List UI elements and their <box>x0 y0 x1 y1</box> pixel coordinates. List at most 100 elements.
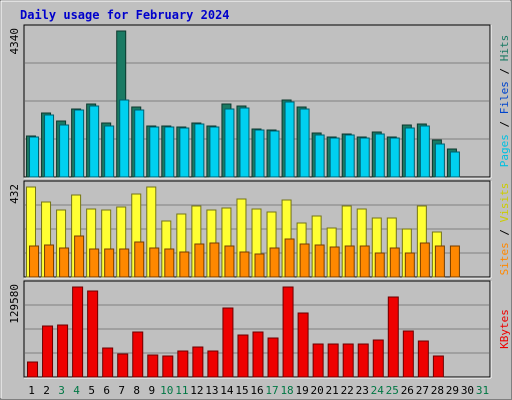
bar-sites-day-22 <box>344 245 355 278</box>
bar-sites-day-2 <box>44 244 55 278</box>
bar-sites-day-8 <box>134 241 145 278</box>
x-tick-label-day-9: 9 <box>148 384 155 397</box>
bar-files-day-14 <box>224 108 235 178</box>
bar-sites-day-17 <box>269 247 280 278</box>
x-tick-label-day-8: 8 <box>133 384 140 397</box>
legend-hits: Hits <box>498 35 511 62</box>
bar-kbytes-day-9 <box>147 354 159 378</box>
bar-files-day-23 <box>359 137 370 178</box>
bar-kbytes-day-8 <box>132 331 144 378</box>
bar-files-day-7 <box>119 99 130 178</box>
panel-top <box>23 24 492 179</box>
side-labels: Pages / Files / Hits Sites / Visits KBytes <box>498 35 511 349</box>
x-tick-label-day-13: 13 <box>205 384 218 397</box>
bar-sites-day-27 <box>419 242 430 278</box>
bar-kbytes-day-6 <box>102 347 114 378</box>
x-tick-label-day-24: 24 <box>371 384 385 397</box>
bar-kbytes-day-4 <box>72 286 84 378</box>
bar-kbytes-day-15 <box>237 334 249 378</box>
bar-sites-day-14 <box>224 245 235 278</box>
x-tick-label-day-16: 16 <box>250 384 263 397</box>
bar-files-day-1 <box>29 136 40 178</box>
bar-sites-day-11 <box>179 251 190 278</box>
bar-kbytes-day-27 <box>417 340 429 378</box>
bar-sites-day-5 <box>89 248 100 278</box>
panel-bottom <box>23 280 492 379</box>
bar-kbytes-day-12 <box>192 346 204 378</box>
chart-title: Daily usage for February 2024 <box>20 8 230 22</box>
bar-files-day-16 <box>254 129 265 178</box>
legend-sites: Sites <box>498 242 511 275</box>
bar-kbytes-day-1 <box>27 361 39 378</box>
bar-files-day-21 <box>329 137 340 178</box>
bar-kbytes-day-11 <box>177 350 189 378</box>
x-tick-label-day-17: 17 <box>265 384 278 397</box>
bar-files-day-17 <box>269 130 280 178</box>
bar-files-day-26 <box>404 127 415 178</box>
x-tick-label-day-4: 4 <box>73 384 80 397</box>
x-tick-label-day-29: 29 <box>446 384 459 397</box>
x-tick-label-day-25: 25 <box>386 384 399 397</box>
x-tick-label-day-18: 18 <box>280 384 293 397</box>
bar-sites-day-23 <box>359 245 370 278</box>
bar-sites-day-25 <box>389 247 400 278</box>
bar-files-day-29 <box>449 151 460 178</box>
panels <box>23 24 492 379</box>
bar-kbytes-day-24 <box>372 339 384 378</box>
bar-sites-day-4 <box>74 235 85 278</box>
y-max-label-middle: 432 <box>8 184 21 204</box>
y-max-label-top: 4340 <box>8 28 21 55</box>
bar-files-day-27 <box>419 125 430 178</box>
bar-files-day-8 <box>134 109 145 178</box>
bar-sites-day-1 <box>29 245 40 278</box>
x-tick-label-day-12: 12 <box>190 384 203 397</box>
y-axis-labels: 4340 432 129580 <box>8 28 21 324</box>
bar-kbytes-day-25 <box>387 296 399 378</box>
side-label-middle: Sites / Visits <box>498 183 511 276</box>
panel-middle <box>23 180 492 279</box>
bar-kbytes-day-2 <box>42 325 54 378</box>
side-label-bottom: KBytes <box>498 309 511 349</box>
bar-sites-day-9 <box>149 247 160 278</box>
bar-files-day-6 <box>104 125 115 178</box>
bar-kbytes-day-23 <box>357 343 369 378</box>
x-tick-label-day-2: 2 <box>43 384 50 397</box>
bar-sites-day-20 <box>314 244 325 278</box>
x-tick-label-day-23: 23 <box>356 384 369 397</box>
x-tick-label-day-14: 14 <box>220 384 234 397</box>
bar-sites-day-3 <box>59 247 70 278</box>
bar-kbytes-day-22 <box>342 343 354 378</box>
bar-sites-day-28 <box>434 245 445 278</box>
bar-files-day-2 <box>44 114 55 178</box>
legend-files: Files <box>498 81 511 114</box>
legend-visits: Visits <box>498 183 511 223</box>
x-tick-label-day-6: 6 <box>103 384 110 397</box>
bar-sites-day-29 <box>449 245 460 278</box>
x-tick-label-day-22: 22 <box>341 384 354 397</box>
bar-files-day-5 <box>89 105 100 178</box>
bar-kbytes-day-19 <box>297 312 309 378</box>
x-tick-label-day-27: 27 <box>416 384 429 397</box>
bar-kbytes-day-17 <box>267 337 279 378</box>
bar-files-day-19 <box>299 108 310 178</box>
x-tick-label-day-26: 26 <box>401 384 414 397</box>
x-tick-label-day-5: 5 <box>88 384 95 397</box>
bar-files-day-24 <box>374 133 385 178</box>
x-axis-labels: 1 2 3 4 5 6 7 8 9 10 11 12 13 14 15 16 17 18 19 20 21 22 23 24 2… <box>28 384 489 397</box>
bar-kbytes-day-10 <box>162 355 174 378</box>
bar-sites-day-24 <box>374 252 385 278</box>
bar-kbytes-day-21 <box>327 343 339 378</box>
bar-files-day-9 <box>149 126 160 178</box>
x-tick-label-day-11: 11 <box>175 384 188 397</box>
bar-sites-day-21 <box>329 246 340 278</box>
bar-kbytes-day-5 <box>87 290 99 378</box>
x-tick-label-day-10: 10 <box>160 384 173 397</box>
x-tick-label-day-19: 19 <box>295 384 308 397</box>
bar-sites-day-15 <box>239 251 250 278</box>
bar-kbytes-day-18 <box>282 286 294 378</box>
bar-files-day-25 <box>389 137 400 178</box>
x-tick-label-day-31: 31 <box>476 384 489 397</box>
legend-kbytes: KBytes <box>498 309 511 349</box>
bar-kbytes-day-13 <box>207 350 219 378</box>
